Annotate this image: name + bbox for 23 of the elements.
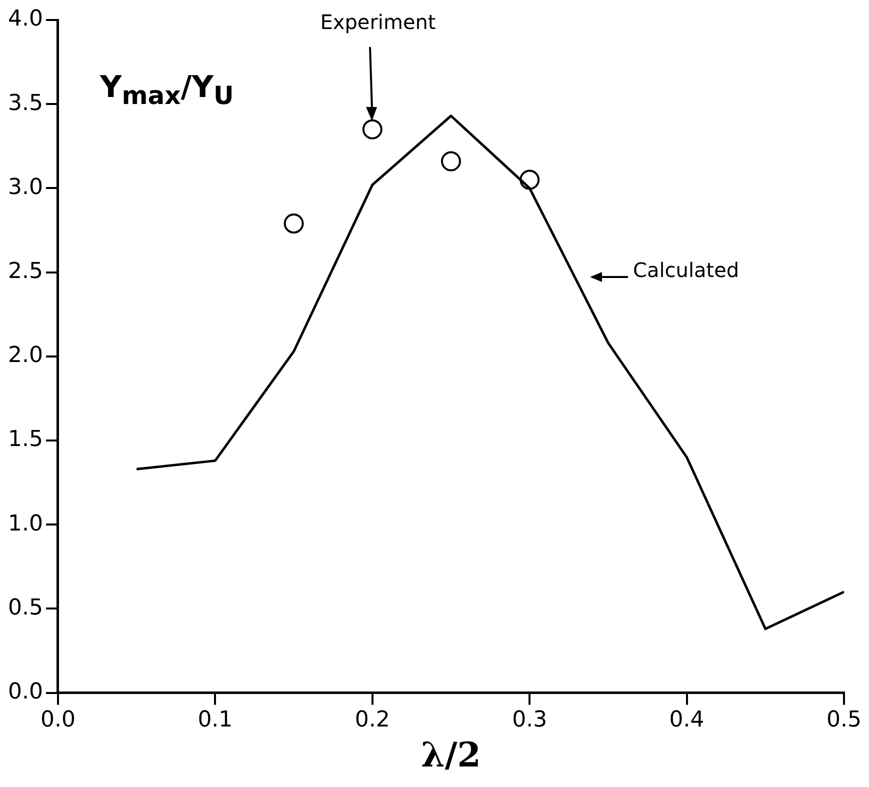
y-tick-label: 0.5	[8, 595, 43, 620]
x-tick-label: 0.3	[512, 708, 548, 733]
y-tick-label: 3.5	[8, 90, 43, 116]
y-tick-label: 1.5	[8, 427, 43, 452]
y-tick-label: 1.0	[8, 511, 43, 536]
point	[440, 151, 461, 172]
point	[362, 119, 382, 140]
annotation: Calculated	[633, 258, 740, 282]
y-tick-label: 2.5	[8, 259, 43, 284]
x-tick-label: 0.1	[198, 708, 233, 733]
point	[520, 170, 540, 190]
point	[284, 214, 304, 234]
y-tick-label: 2.0	[8, 343, 43, 368]
x-tick-label: 0.0	[40, 708, 76, 733]
annotation: Experiment	[319, 10, 437, 34]
y-axis-title: Y$_{max}$/Y$_{U}$	[100, 70, 234, 110]
y-tick-label: 0.0	[8, 680, 43, 705]
y-tick-label: 3.0	[8, 174, 43, 200]
y-tick-label: 4.0	[8, 6, 43, 32]
x-tick-label: 0.5	[826, 708, 862, 733]
x-tick-label: 0.2	[354, 708, 390, 733]
x-tick-label: 0.4	[669, 708, 704, 733]
x-axis-title: λ/2	[421, 735, 481, 776]
